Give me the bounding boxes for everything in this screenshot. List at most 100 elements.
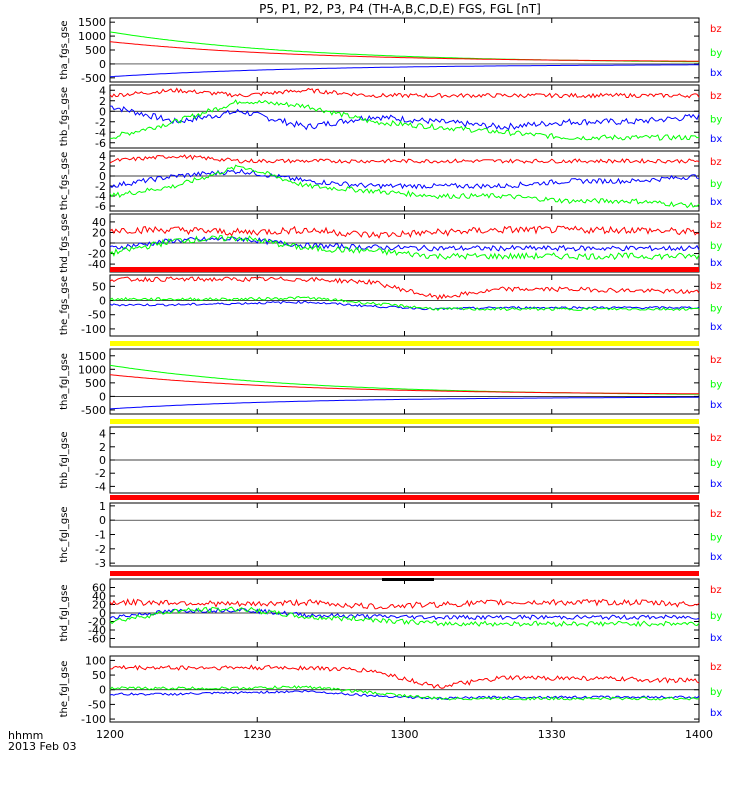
y-tick-label: 20 <box>92 599 106 612</box>
y-tick-label: 1000 <box>78 30 106 43</box>
legend-by: by <box>710 687 722 698</box>
legend-bz: bz <box>710 585 722 596</box>
series-bx <box>109 689 700 701</box>
legend-by: by <box>710 115 722 126</box>
series-bx <box>109 168 700 190</box>
x-tick-label: 1300 <box>391 728 419 741</box>
legend-bz: bz <box>710 509 722 520</box>
y-axis-label: tha_fgs_gse <box>59 20 70 79</box>
legend-bz: bz <box>710 91 722 102</box>
y-tick-label: -500 <box>81 404 106 417</box>
y-tick-label: 50 <box>92 280 106 293</box>
availability-bar <box>110 419 699 424</box>
y-tick-label: -60 <box>88 633 106 646</box>
legend-by: by <box>710 533 722 544</box>
time-axis-label: hhmm <box>8 729 43 742</box>
y-axis-label: thb_fgs_gse <box>59 87 70 146</box>
legend-bx: bx <box>710 552 722 563</box>
y-tick-label: -100 <box>81 713 106 726</box>
y-tick-label: -500 <box>81 72 106 85</box>
y-tick-label: 40 <box>92 590 106 603</box>
y-tick-label: -2 <box>95 180 106 193</box>
series-bz <box>109 225 700 239</box>
legend-by: by <box>710 179 722 190</box>
legend-bz: bz <box>710 433 722 444</box>
y-tick-label: 50 <box>92 669 106 682</box>
series-bz <box>109 276 700 301</box>
legend-by: by <box>710 48 722 59</box>
legend-by: by <box>710 241 722 252</box>
legend-bx: bx <box>710 708 722 719</box>
y-tick-label: 0 <box>99 607 106 620</box>
y-tick-label: -40 <box>88 624 106 637</box>
series-by <box>109 164 700 209</box>
series-bz <box>109 598 700 610</box>
legend-bz: bz <box>710 355 722 366</box>
y-tick-label: 0 <box>99 390 106 403</box>
y-tick-label: -2 <box>95 467 106 480</box>
series-by <box>109 295 700 311</box>
y-tick-label: 0 <box>99 237 106 250</box>
x-tick-label: 1200 <box>96 728 124 741</box>
y-tick-label: 4 <box>99 150 106 163</box>
y-tick-label: 100 <box>85 654 106 667</box>
y-tick-label: -6 <box>95 200 106 213</box>
series-bx <box>110 105 700 131</box>
x-tick-label: 1230 <box>243 728 271 741</box>
y-tick-label: 0 <box>99 58 106 71</box>
series-by <box>109 235 700 261</box>
chart-title: P5, P1, P2, P3, P4 (TH-A,B,C,D,E) FGS, F… <box>259 2 541 16</box>
series-bx <box>109 607 700 621</box>
y-tick-label: -40 <box>88 258 106 271</box>
availability-bar <box>110 267 699 272</box>
y-tick-label: -4 <box>95 126 106 139</box>
y-axis-label: the_fgs_gse <box>59 276 70 335</box>
y-tick-label: -6 <box>95 137 106 150</box>
series-by <box>109 685 700 701</box>
panel-thc_fgl_gse: -3-2-1 01 thc_fgl_gse bz by bx <box>59 500 722 570</box>
panel-frame <box>109 655 700 723</box>
availability-bar <box>382 578 434 581</box>
legend-bx: bx <box>710 400 722 411</box>
legend-by: by <box>710 304 722 315</box>
y-tick-label: 60 <box>92 582 106 595</box>
series-bz <box>109 154 700 164</box>
x-tick-label: 1400 <box>685 728 713 741</box>
panel-the_fgl_gse: -100 -500 50 100 the_fgl_gse bz by bx <box>59 654 722 726</box>
y-tick-label: -50 <box>88 309 106 322</box>
series-bx <box>109 300 700 311</box>
y-tick-label: -20 <box>88 248 106 261</box>
y-axis-label: thb_fgl_gse <box>59 432 70 489</box>
legend-by: by <box>710 380 722 391</box>
series-bz <box>109 664 700 689</box>
y-tick-label: 2 <box>99 441 106 454</box>
legend-bz: bz <box>710 662 722 673</box>
legend-bz: bz <box>710 157 722 168</box>
time-axis-date: 2013 Feb 03 <box>8 740 76 753</box>
legend-bx: bx <box>710 68 722 79</box>
y-tick-label: 1500 <box>78 350 106 363</box>
y-axis-label: thd_fgs_gse <box>59 213 70 272</box>
series-bz <box>109 374 699 395</box>
series-by <box>109 99 700 141</box>
y-tick-label: -100 <box>81 323 106 336</box>
y-tick-label: 1 <box>99 500 106 513</box>
y-tick-label: 2 <box>99 160 106 173</box>
legend-bx: bx <box>710 134 722 145</box>
series-by <box>109 606 700 628</box>
y-tick-label: 2 <box>99 95 106 108</box>
availability-bar <box>110 341 699 346</box>
availability-bar <box>110 495 699 500</box>
y-tick-label: -4 <box>95 480 106 493</box>
y-tick-label: 1000 <box>78 363 106 376</box>
y-axis-label: thc_fgl_gse <box>59 506 70 562</box>
x-tick-label: 1330 <box>538 728 566 741</box>
y-tick-label: 0 <box>99 454 106 467</box>
